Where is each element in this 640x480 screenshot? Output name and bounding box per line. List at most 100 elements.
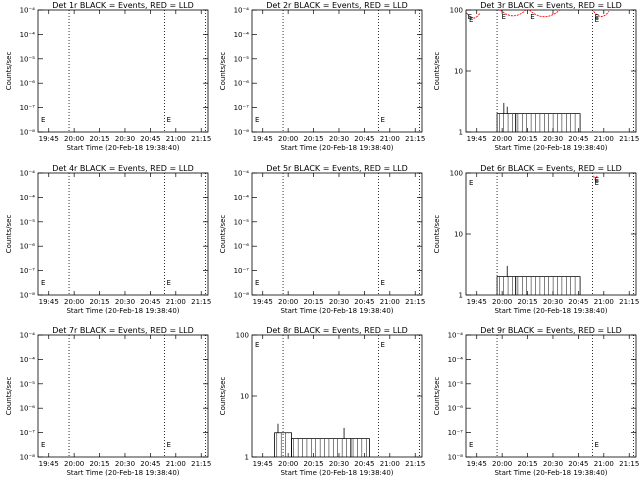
y-tick-label: 10⁻⁴ (234, 170, 250, 178)
x-tick-label: 19:45 (253, 298, 273, 306)
y-tick-label: 10⁻⁷ (20, 267, 36, 275)
y-axis-label: Counts/sec (433, 215, 441, 254)
plot-frame (251, 172, 423, 296)
y-tick-label: 10⁻⁴ (234, 194, 250, 202)
x-tick-label: 20:15 (89, 298, 109, 306)
y-axis-label: Counts/sec (5, 377, 13, 416)
lld-trace (593, 175, 598, 180)
y-tick-label: 10⁻⁷ (20, 429, 36, 437)
plot-title: Det 2r BLACK = Events, RED = LLD (266, 1, 408, 10)
y-tick-label: 10⁻⁷ (234, 267, 250, 275)
y-tick-label: 10⁻⁴ (234, 7, 250, 15)
y-axis-label: Counts/sec (219, 377, 227, 416)
e-marker: E (41, 441, 45, 449)
y-tick-label: 10⁻⁷ (20, 104, 36, 112)
x-tick-label: 19:45 (467, 460, 487, 468)
x-tick-label: 19:45 (467, 298, 487, 306)
x-tick-label: 21:15 (619, 460, 639, 468)
x-axis-label: Start Time (20-Feb-18 19:38:40) (66, 469, 179, 477)
y-tick-label: 10⁻⁵ (234, 55, 250, 63)
x-tick-label: 20:00 (278, 460, 298, 468)
y-axis-label: Counts/sec (219, 215, 227, 254)
y-axis-label: Counts/sec (5, 52, 13, 91)
x-tick-label: 20:45 (140, 298, 160, 306)
x-tick-label: 20:00 (64, 460, 84, 468)
x-tick-label: 20:45 (140, 460, 160, 468)
e-marker: E (595, 176, 599, 184)
events-trace (274, 432, 292, 457)
e-marker: E (381, 279, 385, 287)
y-tick-label: 10⁻⁸ (20, 292, 36, 300)
y-tick-label: 10⁻⁵ (20, 55, 36, 63)
x-tick-label: 20:30 (115, 298, 135, 306)
x-tick-label: 20:30 (329, 135, 349, 143)
y-tick-label: 10⁻⁶ (234, 243, 250, 251)
lld-trace (500, 9, 527, 17)
plot-frame (37, 9, 209, 133)
x-tick-label: 21:15 (405, 135, 425, 143)
e-marker: E (468, 13, 472, 21)
plot-title: Det 1r BLACK = Events, RED = LLD (52, 1, 194, 10)
plot-frame (37, 172, 209, 296)
e-marker: E (255, 341, 259, 349)
x-tick-label: 20:00 (492, 298, 512, 306)
y-tick-label: 10⁻⁸ (448, 454, 464, 462)
plot-panel-4: Det 4r BLACK = Events, RED = LLD 19:45 20:… (5, 164, 211, 315)
e-marker: E (595, 16, 599, 24)
y-tick-label: 10⁻⁴ (234, 31, 250, 39)
y-tick-label: 1 (459, 292, 463, 300)
y-tick-label: 10⁻⁴ (20, 170, 36, 178)
y-axis-label: Counts/sec (5, 215, 13, 254)
e-marker: E (469, 441, 473, 449)
y-axis-label: Counts/sec (433, 377, 441, 416)
x-tick-label: 20:30 (543, 135, 563, 143)
y-tick-label: 10⁻⁴ (448, 356, 464, 364)
plot-title: Det 5r BLACK = Events, RED = LLD (266, 164, 408, 173)
e-marker: E (595, 13, 599, 21)
x-tick-label: 20:30 (543, 460, 563, 468)
x-axis-label: Start Time (20-Feb-18 19:38:40) (280, 144, 393, 152)
events-trace (350, 438, 370, 457)
plot-title: Det 4r BLACK = Events, RED = LLD (52, 164, 194, 173)
x-tick-label: 21:15 (191, 135, 211, 143)
y-tick-label: 10⁻⁴ (20, 194, 36, 202)
y-tick-label: 100 (450, 7, 463, 15)
y-tick-label: 10⁻⁴ (20, 7, 36, 15)
lld-trace (466, 12, 481, 19)
x-tick-label: 20:45 (354, 460, 374, 468)
y-tick-label: 10⁻⁵ (234, 218, 250, 226)
x-tick-label: 20:45 (568, 298, 588, 306)
x-tick-label: 20:45 (354, 135, 374, 143)
plot-panel-3: Det 3r BLACK = Events, RED = LLD 19:45 20:… (433, 1, 639, 152)
e-marker: E (167, 441, 171, 449)
x-tick-label: 20:15 (517, 135, 537, 143)
plot-panel-1: Det 1r BLACK = Events, RED = LLD 19:45 20:… (5, 1, 211, 152)
y-axis-label: Counts/sec (219, 52, 227, 91)
e-marker: E (381, 341, 385, 349)
y-tick-label: 10⁻⁸ (20, 454, 36, 462)
x-tick-label: 20:45 (568, 460, 588, 468)
y-tick-label: 10⁻⁶ (20, 405, 36, 413)
e-marker: E (41, 279, 45, 287)
plot-panel-8: Det 8r BLACK = Events, RED = LLD 19:45 20:… (219, 326, 425, 477)
x-axis-label: Start Time (20-Feb-18 19:38:40) (280, 469, 393, 477)
plot-panel-7: Det 7r BLACK = Events, RED = LLD 19:45 20:… (5, 326, 211, 477)
y-tick-label: 100 (236, 332, 249, 340)
x-tick-label: 20:15 (303, 298, 323, 306)
x-tick-label: 20:30 (115, 135, 135, 143)
plot-panel-2: Det 2r BLACK = Events, RED = LLD 19:45 20:… (219, 1, 425, 152)
events-trace (496, 276, 517, 295)
x-axis-label: Start Time (20-Feb-18 19:38:40) (280, 307, 393, 315)
x-tick-label: 20:00 (64, 135, 84, 143)
x-tick-label: 21:00 (380, 298, 400, 306)
plot-title: Det 6r BLACK = Events, RED = LLD (480, 164, 622, 173)
y-tick-label: 1 (245, 454, 249, 462)
x-tick-label: 19:45 (253, 460, 273, 468)
x-tick-label: 21:15 (405, 460, 425, 468)
x-tick-label: 20:00 (278, 298, 298, 306)
e-marker: E (255, 279, 259, 287)
x-tick-label: 20:30 (329, 460, 349, 468)
e-marker: E (469, 16, 473, 24)
x-tick-label: 21:15 (191, 460, 211, 468)
plot-title: Det 9r BLACK = Events, RED = LLD (480, 326, 622, 335)
